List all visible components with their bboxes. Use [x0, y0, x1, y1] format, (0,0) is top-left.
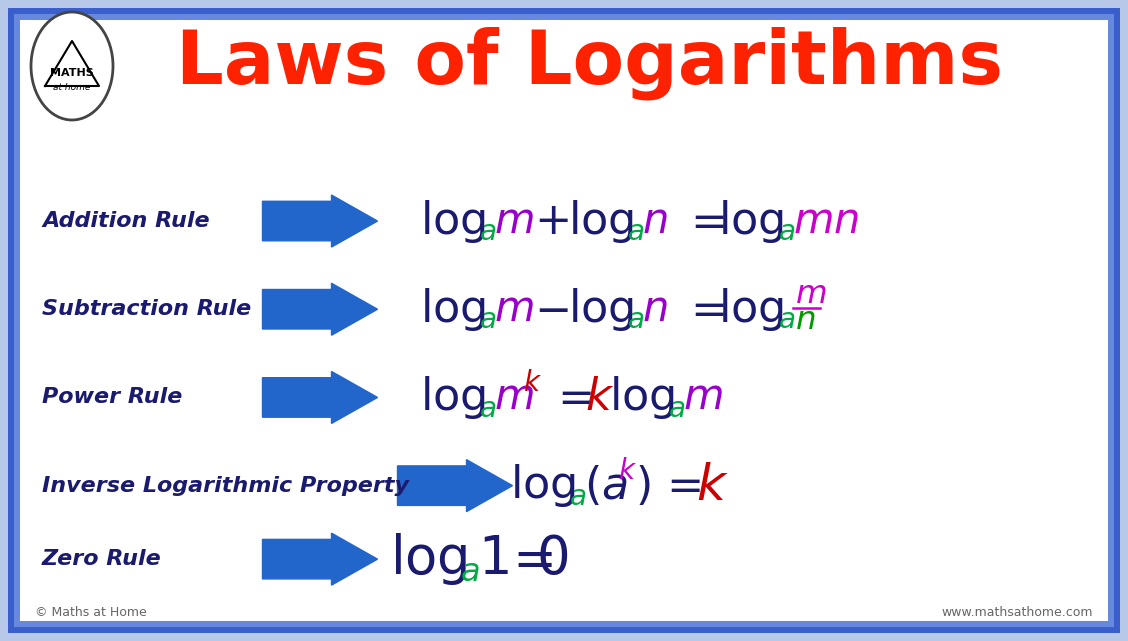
Text: $\mathit{a}$: $\mathit{a}$ — [479, 395, 496, 422]
Text: $=$: $=$ — [502, 533, 553, 585]
Text: Power Rule: Power Rule — [42, 387, 183, 408]
Text: $\mathit{a}$: $\mathit{a}$ — [570, 483, 587, 511]
Text: Addition Rule: Addition Rule — [42, 211, 210, 231]
Text: $\mathit{n}$: $\mathit{n}$ — [794, 306, 816, 337]
Text: $=$: $=$ — [548, 376, 592, 419]
Text: $=$: $=$ — [658, 464, 700, 507]
Text: $\mathit{m}$: $\mathit{m}$ — [794, 279, 826, 310]
Text: MATHS: MATHS — [50, 68, 94, 78]
Text: $\mathrm{log}$: $\mathrm{log}$ — [569, 197, 634, 245]
Text: $\mathrm{log}$: $\mathrm{log}$ — [719, 197, 784, 245]
Text: $\mathit{a}$: $\mathit{a}$ — [777, 306, 795, 335]
Text: $\mathit{a}$: $\mathit{a}$ — [627, 306, 644, 335]
Polygon shape — [263, 371, 378, 424]
Text: at home: at home — [53, 83, 90, 92]
Text: $\mathrm{log}$: $\mathrm{log}$ — [390, 531, 467, 587]
Text: $\mathit{k}$: $\mathit{k}$ — [584, 376, 614, 419]
Text: $\mathit{a}$: $\mathit{a}$ — [777, 218, 795, 246]
Text: $=$: $=$ — [682, 199, 725, 242]
Text: $\mathit{k}$: $\mathit{k}$ — [522, 369, 541, 397]
Text: $\mathit{a}$: $\mathit{a}$ — [479, 218, 496, 246]
Text: $\mathit{m}$: $\mathit{m}$ — [494, 288, 534, 330]
Text: $\mathit{a}$: $\mathit{a}$ — [668, 395, 685, 422]
Text: $\mathrm{log}$: $\mathrm{log}$ — [420, 286, 486, 333]
Text: © Maths at Home: © Maths at Home — [35, 606, 147, 619]
Text: $-$: $-$ — [535, 288, 569, 331]
Text: $\mathit{a}$: $\mathit{a}$ — [460, 557, 479, 588]
Text: $\mathrm{log}$: $\mathrm{log}$ — [609, 374, 675, 421]
Polygon shape — [263, 283, 378, 335]
Text: $\mathit{a}$: $\mathit{a}$ — [627, 218, 644, 246]
Text: $1$: $1$ — [477, 533, 509, 585]
Text: $\mathrm{log}$: $\mathrm{log}$ — [420, 374, 486, 421]
Text: $(a$: $(a$ — [584, 463, 628, 508]
Text: $\mathit{m}$: $\mathit{m}$ — [494, 200, 534, 242]
Text: $)$: $)$ — [635, 463, 650, 508]
Text: $+$: $+$ — [535, 199, 569, 242]
Text: $\mathit{m}$: $\mathit{m}$ — [682, 376, 723, 419]
Text: Laws of Logarithms: Laws of Logarithms — [176, 26, 1004, 100]
Text: $\mathit{n}$: $\mathit{n}$ — [643, 288, 668, 330]
Text: $0$: $0$ — [537, 533, 569, 585]
Text: www.mathsathome.com: www.mathsathome.com — [942, 606, 1093, 619]
Text: $\mathit{a}$: $\mathit{a}$ — [479, 306, 496, 335]
Text: $\mathrm{log}$: $\mathrm{log}$ — [510, 462, 575, 509]
Polygon shape — [397, 460, 512, 512]
Text: Subtraction Rule: Subtraction Rule — [42, 299, 252, 319]
Text: $\mathit{k}$: $\mathit{k}$ — [618, 457, 637, 485]
Text: $\mathit{n}$: $\mathit{n}$ — [643, 200, 668, 242]
Text: $\mathit{k}$: $\mathit{k}$ — [696, 462, 729, 510]
Text: Zero Rule: Zero Rule — [42, 549, 161, 569]
Text: $=$: $=$ — [682, 288, 725, 331]
Text: $\mathrm{log}$: $\mathrm{log}$ — [420, 197, 486, 245]
Text: $\mathit{m}$: $\mathit{m}$ — [494, 376, 534, 419]
Text: $\mathit{mn}$: $\mathit{mn}$ — [793, 200, 858, 242]
Text: Inverse Logarithmic Property: Inverse Logarithmic Property — [42, 476, 409, 495]
Text: $\mathrm{log}$: $\mathrm{log}$ — [719, 286, 784, 333]
Text: $\mathrm{log}$: $\mathrm{log}$ — [569, 286, 634, 333]
Polygon shape — [263, 195, 378, 247]
Ellipse shape — [30, 12, 113, 120]
Polygon shape — [263, 533, 378, 585]
